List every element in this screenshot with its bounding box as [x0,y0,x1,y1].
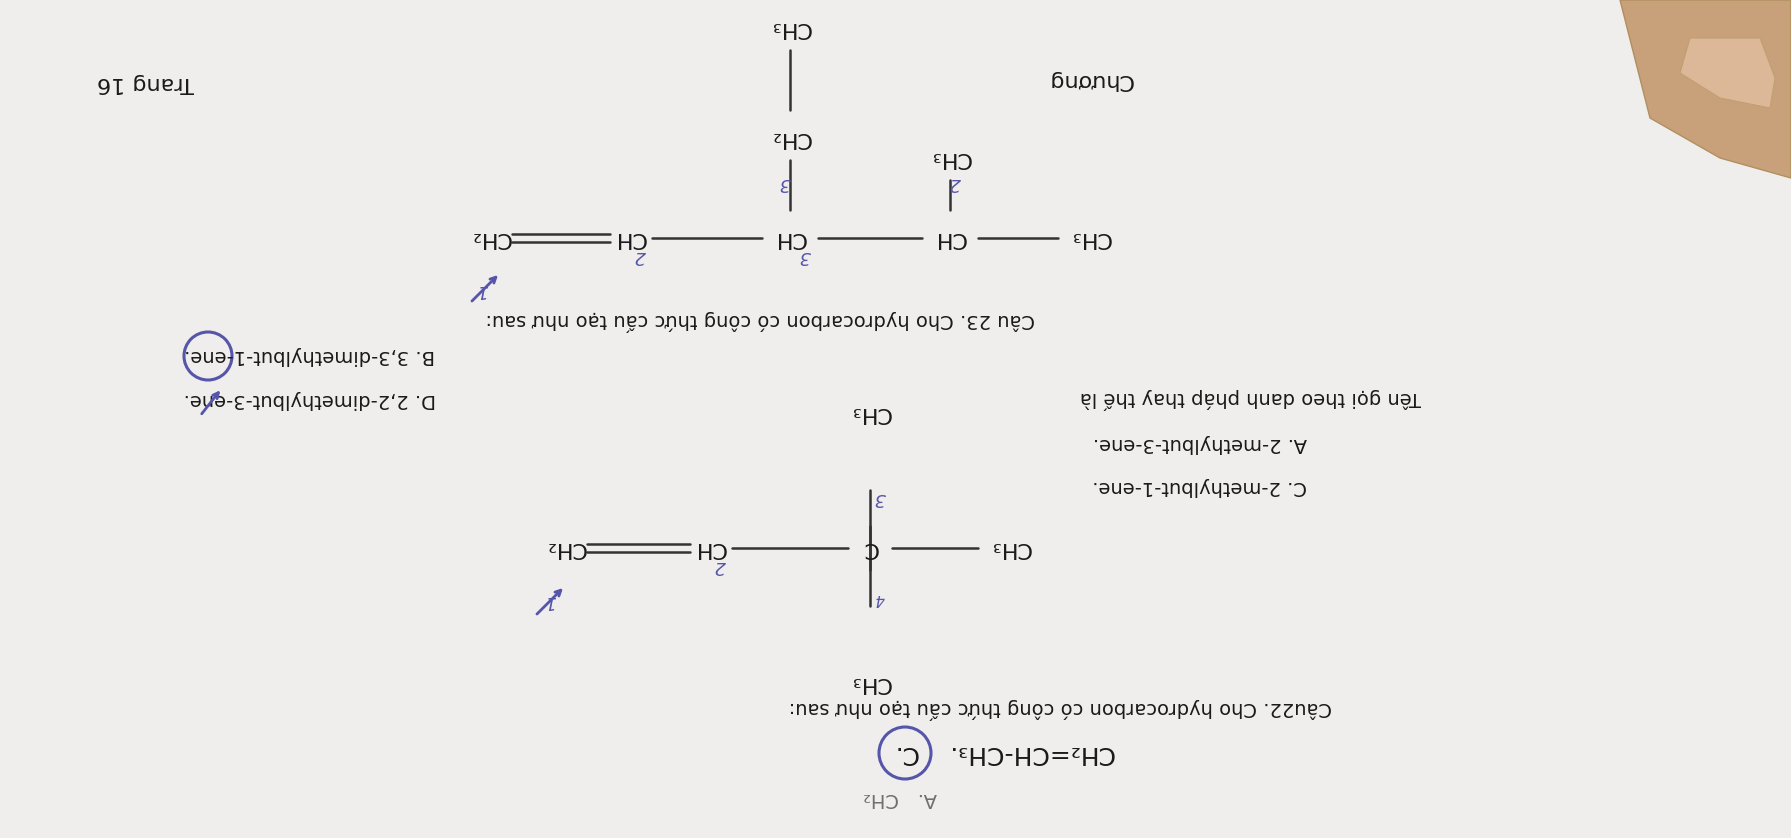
Text: 4: 4 [876,591,885,606]
Text: Chương: Chương [1048,70,1134,90]
Text: Trang 16: Trang 16 [97,73,193,93]
Text: CH₃: CH₃ [849,403,890,423]
Text: A.   CH₂: A. CH₂ [863,789,937,808]
Text: CH₃: CH₃ [770,18,811,38]
Text: 3: 3 [799,247,811,265]
Text: C.: C. [892,741,917,765]
Text: CH₂: CH₂ [544,538,586,558]
Text: Câu 23. Cho hydrocarbon có công thức cấu tạo như sau:: Câu 23. Cho hydrocarbon có công thức cấu… [485,309,1035,330]
Text: C. 2-methylbut-1-ene.: C. 2-methylbut-1-ene. [1093,477,1307,495]
Text: C: C [861,538,878,558]
Text: 2: 2 [949,174,960,192]
Text: CH₃: CH₃ [1069,228,1110,248]
Text: 1: 1 [476,281,487,299]
Text: CH: CH [774,228,806,248]
Text: CH₂=CH-CH₃.: CH₂=CH-CH₃. [947,741,1114,765]
Text: CH: CH [614,228,647,248]
Text: 3: 3 [874,489,887,507]
Text: 3: 3 [779,174,792,192]
Text: 2: 2 [715,557,725,575]
Text: 2: 2 [634,247,647,265]
Text: B. 3,3-dimethylbut-1-ene.: B. 3,3-dimethylbut-1-ene. [184,346,435,365]
Text: CH: CH [933,228,965,248]
Text: CH₂: CH₂ [770,128,811,148]
Text: Câu22. Cho hydrocarbon có công thức cấu tạo như sau:: Câu22. Cho hydrocarbon có công thức cấu … [788,697,1333,718]
Text: CH₃: CH₃ [849,673,890,693]
Text: D. 2,2-dimethylbut-3-ene.: D. 2,2-dimethylbut-3-ene. [184,391,437,410]
Text: A. 2-methylbut-3-ene.: A. 2-methylbut-3-ene. [1093,433,1307,453]
Text: CH: CH [693,538,725,558]
Text: CH₃: CH₃ [989,538,1030,558]
Text: CH₃: CH₃ [930,148,971,168]
Text: 1: 1 [544,592,555,610]
Polygon shape [1621,0,1791,178]
Polygon shape [1680,38,1775,108]
Text: Tên gọi theo danh pháp thay thế là: Tên gọi theo danh pháp thay thế là [1080,387,1420,408]
Text: CH₂: CH₂ [469,228,510,248]
